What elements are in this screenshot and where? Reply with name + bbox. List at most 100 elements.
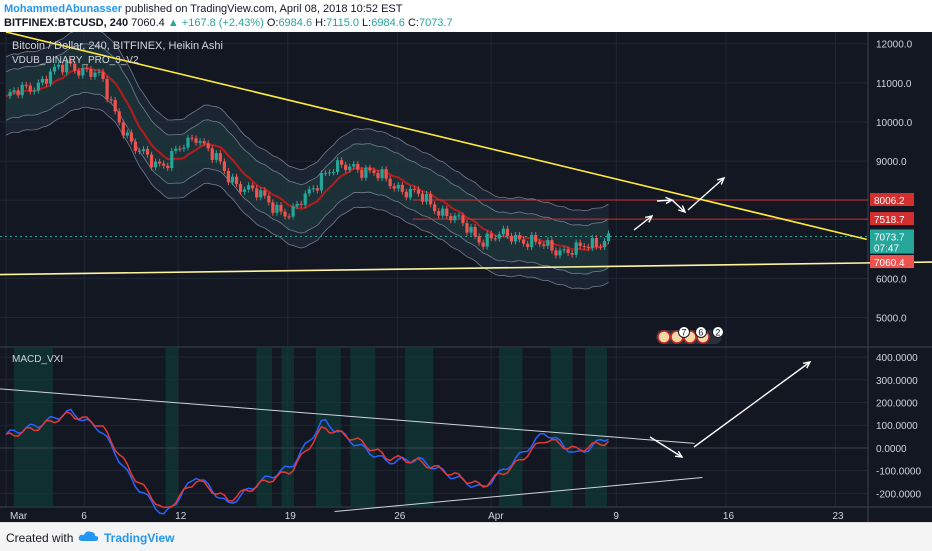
chart-canvas[interactable]: 12000.011000.010000.09000.08000.07000.06… xyxy=(0,32,932,522)
candle-body-111 xyxy=(453,215,457,221)
candle-body-11 xyxy=(48,71,53,84)
candle-body-25 xyxy=(105,78,109,100)
badge-count-1: 6 xyxy=(698,327,703,337)
candle-body-149 xyxy=(606,233,611,242)
candle-body-17 xyxy=(73,63,77,71)
candle-body-95 xyxy=(388,178,392,187)
macd-shade-1 xyxy=(165,348,179,507)
candle-body-47 xyxy=(194,138,198,143)
candle-body-68 xyxy=(279,204,283,212)
candle-body-67 xyxy=(275,204,279,213)
price-label-bg-3 xyxy=(870,240,914,254)
candle-body-75 xyxy=(307,189,311,194)
candle-body-6 xyxy=(28,85,32,92)
symbol-label: BITFINEX:BTCUSD, 240 xyxy=(4,17,129,29)
last-price: 7060.4 xyxy=(131,17,165,29)
time-tick-2: 12 xyxy=(175,511,187,522)
tradingview-brand[interactable]: TradingView xyxy=(104,531,175,545)
candle-body-109 xyxy=(445,208,449,217)
candle-body-88 xyxy=(360,169,364,178)
candle-body-69 xyxy=(283,211,287,217)
published-text: published on TradingView.com, April 08, … xyxy=(125,3,403,15)
candle-body-59 xyxy=(242,189,247,192)
macd-shade-8 xyxy=(550,348,573,507)
upper-trendline xyxy=(5,32,867,241)
time-tick-6: 9 xyxy=(613,511,619,522)
candles xyxy=(8,58,611,259)
low-value: 6984.6 xyxy=(371,17,405,29)
candle-body-12 xyxy=(52,66,57,72)
candle-body-129 xyxy=(526,243,530,248)
candle-body-53 xyxy=(218,153,222,162)
candle-body-62 xyxy=(255,188,259,198)
macd-upper-trendline xyxy=(0,388,695,444)
candle-body-136 xyxy=(554,250,558,256)
candle-body-60 xyxy=(247,185,251,190)
candle-body-46 xyxy=(190,137,194,139)
candle-body-119 xyxy=(485,233,489,247)
candle-body-96 xyxy=(392,186,396,189)
candle-body-18 xyxy=(77,70,81,76)
author-link[interactable]: MohammedAbunasser xyxy=(4,3,122,15)
macd-pane xyxy=(0,348,868,515)
candle-body-40 xyxy=(166,165,170,169)
candle-body-114 xyxy=(465,223,469,233)
candle-body-49 xyxy=(202,141,206,144)
candle-body-106 xyxy=(433,204,437,212)
candle-body-28 xyxy=(117,111,121,123)
price-tick-6: 6000.0 xyxy=(876,274,907,285)
arrow-3-head xyxy=(678,205,687,214)
candle-body-116 xyxy=(473,226,477,237)
candle-body-42 xyxy=(174,148,178,151)
macd-title: MACD_VXI xyxy=(12,354,63,365)
candle-body-105 xyxy=(428,193,433,205)
candle-body-51 xyxy=(210,148,214,160)
macd-arrow-2-shaft xyxy=(693,361,811,448)
macd-tick-1: 300.0000 xyxy=(876,376,918,387)
moving-average-line xyxy=(5,66,610,251)
candle-body-35 xyxy=(145,149,150,155)
candle-body-84 xyxy=(344,164,348,170)
candle-body-102 xyxy=(416,189,421,194)
candle-body-64 xyxy=(263,190,267,196)
candle-body-63 xyxy=(259,190,263,198)
candle-body-74 xyxy=(303,193,307,205)
price-tick-2: 10000.0 xyxy=(876,118,913,129)
candle-body-33 xyxy=(137,150,142,152)
candle-body-144 xyxy=(586,246,590,248)
price-label-3: 07:47 xyxy=(874,244,899,255)
time-tick-7: 16 xyxy=(723,511,735,522)
candle-body-21 xyxy=(89,69,93,77)
candle-body-122 xyxy=(497,234,501,239)
candle-body-125 xyxy=(509,235,514,242)
time-tick-5: Apr xyxy=(488,511,504,522)
candle-body-143 xyxy=(582,246,586,248)
arrow-2-shaft xyxy=(656,199,673,202)
close-label: C: xyxy=(407,17,419,29)
macd-shade-5 xyxy=(350,348,376,507)
event-badges[interactable]: 7 6 2 xyxy=(656,326,724,345)
price-label-bg-0 xyxy=(870,192,914,206)
candle-body-101 xyxy=(412,188,417,190)
candle-body-22 xyxy=(93,72,97,77)
candle-body-117 xyxy=(477,236,481,243)
candle-body-1 xyxy=(8,92,12,97)
price-label-bg-2 xyxy=(870,229,914,243)
candle-body-135 xyxy=(550,240,554,251)
candle-body-92 xyxy=(376,172,380,179)
macd-arrow-1-head xyxy=(674,450,684,458)
candle-body-7 xyxy=(32,90,36,92)
arrow-1-shaft xyxy=(633,215,653,231)
candle-body-38 xyxy=(158,161,162,164)
candle-body-41 xyxy=(170,150,174,169)
time-tick-4: 26 xyxy=(394,511,406,522)
price-label-1: 7518.7 xyxy=(874,215,905,226)
candle-body-132 xyxy=(538,241,542,245)
arrow-3-shaft xyxy=(671,199,686,213)
candle-body-130 xyxy=(530,234,534,248)
candle-body-127 xyxy=(517,235,522,240)
price-label-4: 7060.4 xyxy=(874,258,905,269)
candle-body-15 xyxy=(65,61,69,73)
candle-body-139 xyxy=(566,249,570,254)
candle-body-48 xyxy=(198,141,202,143)
